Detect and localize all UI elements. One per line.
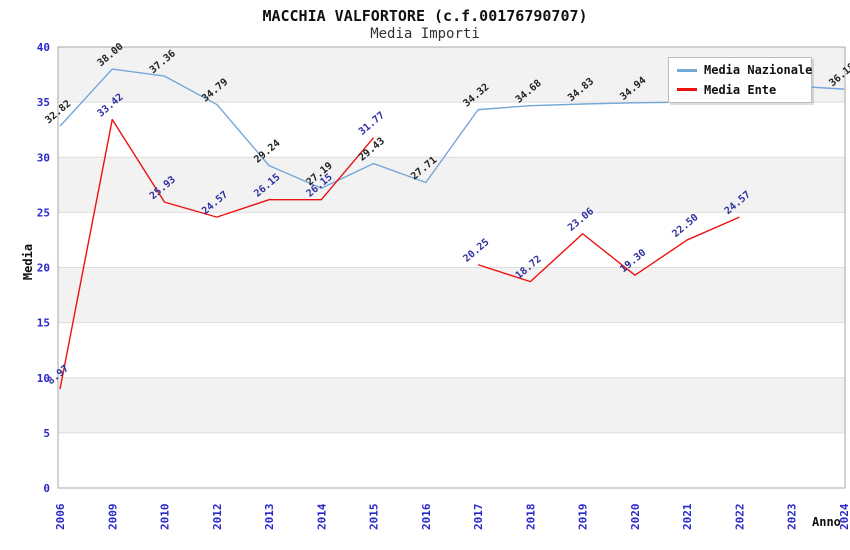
- y-tick-label: 35: [37, 96, 50, 109]
- y-tick-label: 20: [37, 262, 50, 275]
- chart-title: MACCHIA VALFORTORE (c.f.00176790707): [262, 7, 588, 25]
- y-axis-title: Media: [21, 243, 35, 281]
- series-line-1: [477, 216, 740, 283]
- y-tick-label: 10: [37, 372, 50, 385]
- x-tick-label: 2015: [368, 504, 381, 531]
- legend-label: Media Nazionale: [704, 63, 813, 78]
- y-tick-label: 5: [43, 427, 50, 440]
- legend-item-media-ente: Media Ente: [669, 83, 811, 97]
- y-tick-label: 25: [37, 206, 50, 219]
- x-tick-label: 2009: [106, 504, 119, 531]
- y-tick-label: 40: [37, 41, 50, 54]
- x-tick-label: 2022: [733, 504, 746, 531]
- x-tick-label: 2018: [524, 504, 537, 531]
- x-tick-label: 2024: [838, 503, 850, 530]
- y-tick-label: 15: [37, 317, 50, 330]
- series-line-1: [59, 118, 375, 390]
- data-label-1: 20.25: [461, 237, 491, 265]
- plot-border: [57, 46, 846, 489]
- x-tick-label: 2019: [577, 504, 590, 531]
- legend-label: Media Ente: [704, 82, 777, 97]
- legend-swatch-line-icon: [677, 68, 697, 72]
- x-tick-label: 2017: [472, 504, 485, 531]
- x-tick-label: 2014: [315, 503, 328, 530]
- y-tick-label: 0: [43, 482, 50, 495]
- plot-band: [58, 267, 845, 323]
- chart-subtitle: Media Importi: [370, 26, 480, 42]
- y-tick-label: 30: [37, 151, 50, 164]
- legend-swatch-line-icon: [677, 88, 697, 92]
- plot-band: [58, 377, 845, 433]
- x-tick-label: 2012: [211, 504, 224, 531]
- x-tick-label: 2006: [54, 503, 67, 530]
- legend-item-media-nazionale: Media Nazionale: [669, 63, 813, 78]
- data-label-1: 31.77: [357, 110, 387, 138]
- x-tick-label: 2016: [420, 503, 433, 530]
- x-tick-label: 2013: [263, 504, 276, 531]
- x-axis-title: Anno: [812, 515, 841, 529]
- x-tick-label: 2021: [681, 503, 694, 530]
- legend-box: Media Nazionale Media Ente: [668, 57, 812, 103]
- x-tick-label: 2020: [629, 504, 642, 531]
- plot-band: [58, 157, 845, 213]
- x-tick-label: 2023: [786, 504, 799, 531]
- x-tick-label: 2010: [159, 504, 172, 531]
